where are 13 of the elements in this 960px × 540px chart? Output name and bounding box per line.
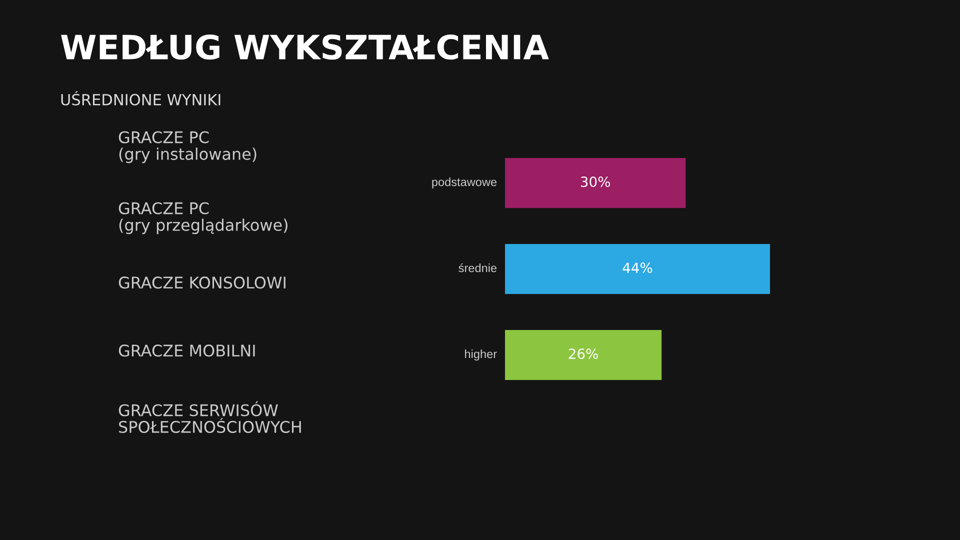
y-tick-label: średnie — [458, 263, 497, 272]
text: GRACZE PC (gry przeglądarkowe) — [118, 202, 288, 234]
data-label: 26% — [568, 348, 598, 360]
data-label: 30% — [580, 176, 610, 188]
chart-title: WEDŁUG WYKSZTAŁCENIA — [60, 34, 549, 60]
text: GRACZE MOBILNI — [118, 344, 255, 357]
text: GRACZE PC (gry instalowane) — [118, 131, 256, 164]
y-tick-label: higher — [465, 349, 497, 361]
text: GRACZE KONSOLOWI — [118, 276, 286, 289]
data-label: 44% — [622, 262, 652, 274]
text: GRACZE SERWISÓW SPOŁECZNOŚCIOWYCH — [118, 401, 301, 433]
text: UŚREDNIONE WYNIKI — [61, 91, 220, 106]
y-tick-label: podstawowe — [432, 178, 497, 189]
